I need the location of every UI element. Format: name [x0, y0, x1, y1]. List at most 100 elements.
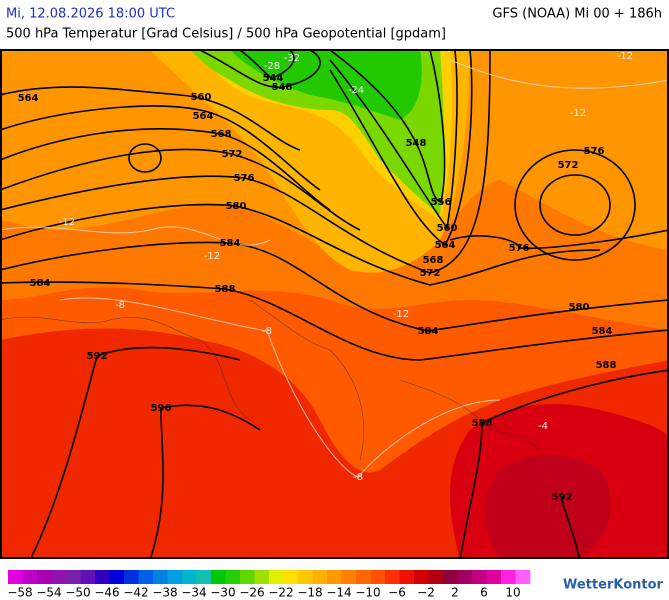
- temperature-label: -24: [348, 85, 364, 96]
- colorbar-label: −58: [7, 586, 32, 600]
- colorbar-swatch: [298, 570, 313, 584]
- colorbar-label: −10: [355, 586, 380, 600]
- geopotential-label: 588: [472, 418, 493, 429]
- colorbar-swatch: [428, 570, 444, 584]
- geopotential-label: 544: [263, 73, 284, 84]
- colorbar-swatch: [283, 570, 299, 584]
- colorbar-swatch: [501, 570, 516, 584]
- geopotential-label: 584: [220, 238, 241, 249]
- colorbar-label: −2: [417, 586, 435, 600]
- temperature-label: -28: [264, 61, 280, 72]
- temperature-label: -12: [393, 309, 409, 320]
- colorbar-swatch: [269, 570, 284, 584]
- colorbar-label: 2: [451, 586, 459, 600]
- geopotential-label: 564: [435, 240, 456, 251]
- geopotential-label: 580: [226, 201, 247, 212]
- colorbar-swatch: [109, 570, 125, 584]
- colorbar-swatch: [356, 570, 371, 584]
- geopotential-label: 564: [193, 111, 214, 122]
- colorbar-label: −14: [326, 586, 351, 600]
- colorbar-label: −38: [152, 586, 177, 600]
- temperature-label: -12: [570, 108, 586, 119]
- geopotential-label: 584: [30, 278, 51, 289]
- colorbar-swatch: [196, 570, 212, 584]
- geopotential-label: 556: [431, 197, 452, 208]
- colorbar-swatch: [385, 570, 400, 584]
- geopotential-label: 588: [215, 284, 236, 295]
- colorbar-label: −42: [123, 586, 148, 600]
- colorbar: −58 −54 −50 −46 −42 −38 −34 −30 −26 −22 −18 −14 −10−…: [7, 570, 531, 600]
- geopotential-label: 584: [418, 326, 439, 337]
- contour-labels: 564 5605645685725765805845885845925965445…: [18, 51, 634, 503]
- geopotential-label: 576: [584, 146, 605, 157]
- colorbar-swatch: [515, 570, 531, 584]
- colorbar-swatch: [341, 570, 357, 584]
- colorbar-swatch: [312, 570, 328, 584]
- colorbar-label: −22: [268, 586, 293, 600]
- colorbar-label: −26: [239, 586, 264, 600]
- colorbar-label: −6: [388, 586, 406, 600]
- colorbar-label: 10: [505, 586, 520, 600]
- map-frame: [0, 49, 669, 559]
- valid-time: Mi, 12.08.2026 18:00 UTC: [6, 7, 175, 22]
- geopotential-label: 568: [423, 255, 444, 266]
- logo: WetterKontor: [563, 578, 664, 593]
- colorbar-swatch: [37, 570, 52, 584]
- geopotential-label: 576: [509, 243, 530, 254]
- temperature-label: -12: [617, 51, 633, 62]
- colorbar-swatch: [22, 570, 38, 584]
- colorbar-label: −54: [36, 586, 61, 600]
- colorbar-swatch: [327, 570, 342, 584]
- temperature-label: -32: [284, 53, 300, 64]
- colorbar-swatch: [443, 570, 458, 584]
- colorbar-swatch: [8, 570, 23, 584]
- colorbar-swatch: [399, 570, 415, 584]
- geopotential-label: 592: [87, 351, 108, 362]
- geopotential-label: 572: [222, 149, 243, 160]
- colorbar-label: −50: [65, 586, 90, 600]
- map-field: [1, 50, 668, 558]
- temperature-label: -4: [538, 421, 548, 432]
- colorbar-swatch: [254, 570, 270, 584]
- colorbar-swatch: [225, 570, 241, 584]
- colorbar-label: −18: [297, 586, 322, 600]
- colorbar-label: −34: [181, 586, 206, 600]
- colorbar-swatch: [182, 570, 197, 584]
- geopotential-label: 576: [234, 173, 255, 184]
- colorbar-swatch: [167, 570, 183, 584]
- geopotential-label: 560: [437, 223, 458, 234]
- subtitle: 500 hPa Temperatur [Grad Celsius] / 500 …: [6, 27, 446, 42]
- colorbar-swatch: [66, 570, 81, 584]
- geopotential-label: 596: [151, 403, 172, 414]
- colorbar-swatch: [240, 570, 255, 584]
- colorbar-swatch: [370, 570, 386, 584]
- geopotential-label: 548: [272, 82, 293, 93]
- geopotential-label: 564: [18, 93, 39, 104]
- temperature-label: -8: [353, 472, 363, 483]
- temperature-label: -8: [115, 300, 125, 311]
- geopotential-label: 580: [569, 302, 590, 313]
- temperature-label: -12: [204, 251, 220, 262]
- colorbar-swatch: [124, 570, 139, 584]
- colorbar-swatch: [472, 570, 487, 584]
- colorbar-swatch: [414, 570, 429, 584]
- colorbar-label: 6: [480, 586, 488, 600]
- geopotential-label: 588: [596, 360, 617, 371]
- geopotential-label: 572: [558, 160, 579, 171]
- geopotential-label: 592: [552, 492, 573, 503]
- geopotential-label: 560: [191, 92, 212, 103]
- colorbar-label: −46: [94, 586, 119, 600]
- colorbar-swatch: [486, 570, 502, 584]
- colorbar-swatch: [95, 570, 110, 584]
- colorbar-swatch: [51, 570, 67, 584]
- model-run: GFS (NOAA) Mi 00 + 186h: [492, 7, 662, 22]
- colorbar-swatch: [211, 570, 226, 584]
- geopotential-label: 568: [211, 129, 232, 140]
- colorbar-swatch: [138, 570, 154, 584]
- colorbar-swatch: [153, 570, 168, 584]
- colorbar-swatch: [80, 570, 96, 584]
- temperature-label: -12: [59, 217, 75, 228]
- colorbar-swatch: [457, 570, 473, 584]
